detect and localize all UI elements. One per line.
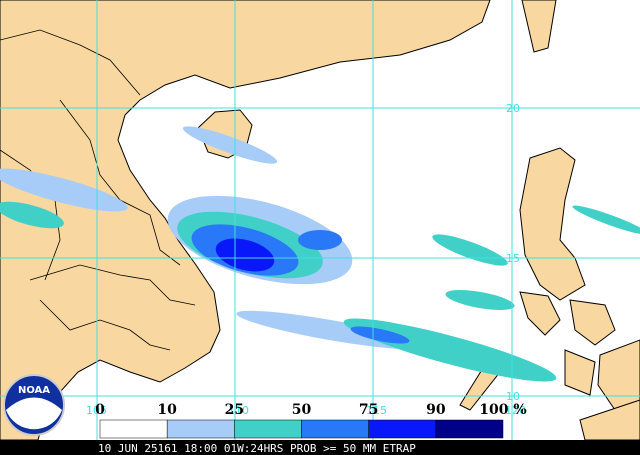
noaa-logo: NOAA bbox=[3, 374, 65, 436]
lon-label: 110 bbox=[228, 404, 249, 417]
footer-bar bbox=[0, 440, 640, 455]
legend-swatch bbox=[301, 419, 369, 439]
lon-label: 105 bbox=[86, 404, 107, 417]
legend-swatch bbox=[166, 419, 235, 439]
lat-label: 20 bbox=[506, 102, 520, 115]
footer-text: 10 JUN 25161 18:00 01W:24HRS PROB >= 50 … bbox=[98, 442, 416, 455]
legend-label: 0 bbox=[95, 402, 105, 418]
lon-label: 120 bbox=[505, 404, 526, 417]
legend-label: 50 bbox=[292, 402, 312, 418]
legend-swatch bbox=[234, 419, 302, 439]
rainfall bbox=[0, 126, 640, 382]
legend-label: 75 bbox=[359, 402, 378, 418]
legend-swatch bbox=[99, 419, 168, 439]
legend-swatch bbox=[435, 419, 504, 439]
legend-label: 100 % bbox=[479, 402, 526, 418]
legend: 0 10 25 50 75 90 100 % bbox=[95, 402, 527, 439]
lon-label: 115 bbox=[366, 404, 387, 417]
legend-label: 25 bbox=[225, 402, 244, 418]
graticule bbox=[0, 0, 640, 440]
legend-label: 90 bbox=[426, 402, 446, 418]
legend-label: 10 bbox=[157, 402, 177, 418]
logo-text: NOAA bbox=[18, 385, 50, 396]
lat-label: 15 bbox=[506, 252, 520, 265]
lat-label: 10 bbox=[506, 390, 520, 403]
legend-swatch bbox=[368, 419, 437, 439]
